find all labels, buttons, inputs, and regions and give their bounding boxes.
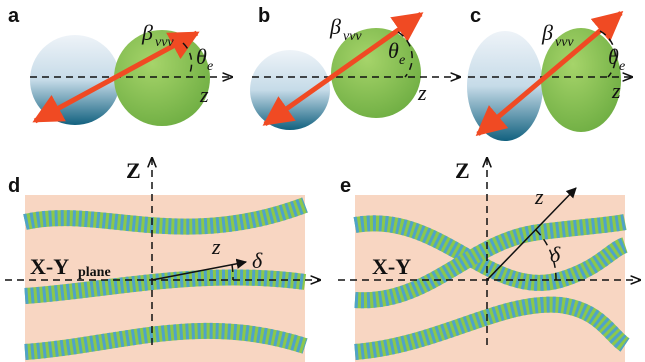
angle-sub: e [619,59,625,74]
plane-sub: plane [78,265,111,280]
angle-sub: e [399,53,405,68]
chain-axis-label: z [211,234,221,259]
dipole-sub: vvv [155,35,174,50]
figure: a β vvv θ e z b β vvv θ e z c β vvv θ e … [0,0,645,362]
angle-sub: e [207,59,213,74]
panel-e: e Z X-Y z δ [338,158,640,362]
panel-label: e [340,175,351,197]
dipole-sub: vvv [555,35,574,50]
dipole-label: β [141,20,153,45]
dipole-sub: vvv [343,29,362,44]
axis-label: z [611,78,621,103]
panel-a: a β vvv θ e z [8,5,232,126]
angle-label: θ [608,44,619,69]
angle-label: θ [388,38,399,63]
panel-label: a [8,5,20,27]
panel-label: c [470,5,481,27]
panel-d: d Z X-Y plane z δ [5,158,320,362]
chain-axis-label: z [534,184,544,209]
angle-label: θ [196,44,207,69]
plane-label: X-Y [30,254,69,279]
angle-label: δ [252,248,263,273]
sphere [250,50,330,130]
axis-label: z [417,80,427,105]
dipole-label: β [541,20,553,45]
panel-b: b β vvv θ e z [250,5,460,130]
angle-label: δ [550,242,561,267]
z-axis-label: Z [455,158,470,183]
axis-label: z [199,82,209,107]
panel-label: d [8,175,20,197]
plane-label: X-Y [372,254,411,279]
z-axis-label: Z [126,158,141,183]
panel-label: b [258,5,270,27]
dipole-label: β [329,14,341,39]
panel-c: c β vvv θ e z [467,5,632,141]
